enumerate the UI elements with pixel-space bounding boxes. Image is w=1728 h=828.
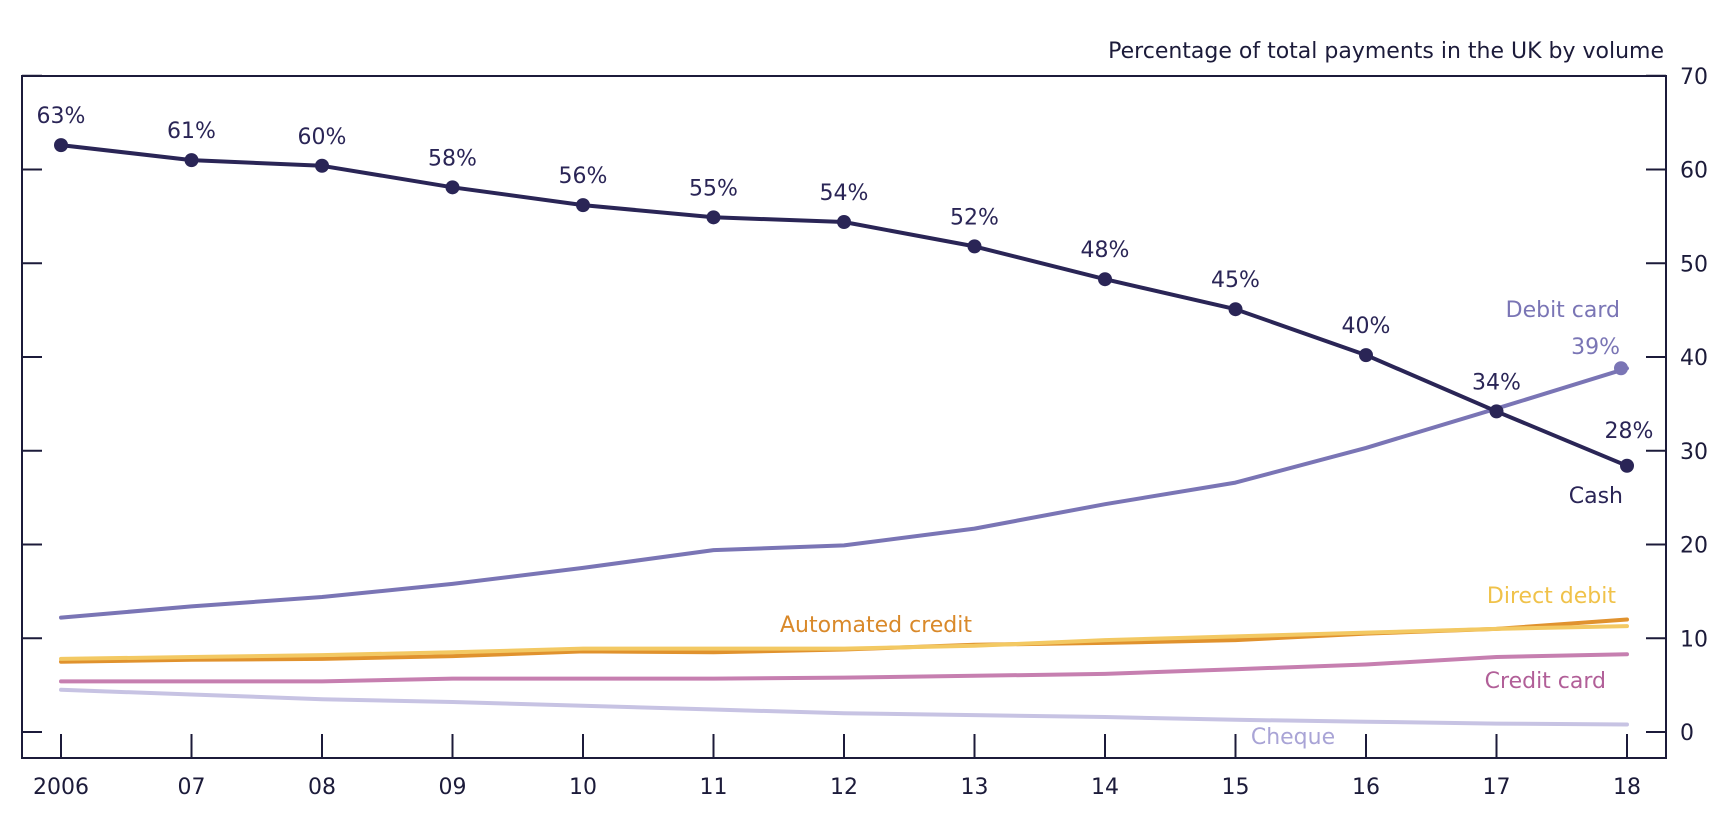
series-label-credit-card: Credit card xyxy=(1485,669,1606,694)
series-label-cheque: Cheque xyxy=(1251,725,1335,750)
marker-cash-17 xyxy=(1489,404,1504,419)
marker-cash-12 xyxy=(837,215,851,229)
data-label-cash-18: 28% xyxy=(1605,419,1654,444)
marker-cash-16 xyxy=(1359,348,1373,363)
x-tick-label-15: 15 xyxy=(1222,775,1250,800)
y-tick-label-30: 30 xyxy=(1680,440,1708,465)
data-label-cash-16: 40% xyxy=(1342,314,1391,339)
data-label-cash-11: 55% xyxy=(689,176,738,201)
x-tick-label-17: 17 xyxy=(1483,775,1511,800)
y-tick-label-50: 50 xyxy=(1680,252,1708,277)
data-label-cash-09: 58% xyxy=(428,146,477,171)
data-label-cash-14: 48% xyxy=(1081,238,1130,263)
y-tick-label-70: 70 xyxy=(1680,65,1708,90)
marker-cash-09 xyxy=(445,180,460,195)
marker-debit-card-end xyxy=(1614,361,1628,376)
x-tick-label-07: 07 xyxy=(178,775,206,800)
marker-cash-13 xyxy=(967,239,982,254)
marker-cash-2006 xyxy=(54,138,68,153)
x-tick-label-14: 14 xyxy=(1091,775,1119,800)
data-label-cash-07: 61% xyxy=(167,119,216,144)
data-label-cash-08: 60% xyxy=(298,125,347,150)
marker-cash-18 xyxy=(1620,458,1634,473)
x-tick-label-10: 10 xyxy=(569,775,597,800)
series-label-cash: Cash xyxy=(1569,484,1623,509)
x-tick-label-2006: 2006 xyxy=(33,775,89,800)
series-labels: Debit card 39% Cash Direct debit Automat… xyxy=(780,298,1623,750)
data-label-cash-2006: 63% xyxy=(37,104,86,129)
data-label-cash-13: 52% xyxy=(950,205,999,230)
series-lines xyxy=(59,143,1629,727)
y-tick-label-40: 40 xyxy=(1680,346,1708,371)
y-tick-label-20: 20 xyxy=(1680,534,1708,559)
series-line-credit-card xyxy=(59,652,1629,684)
series-markers xyxy=(54,138,1634,473)
x-tick-label-16: 16 xyxy=(1352,775,1380,800)
x-tick-label-12: 12 xyxy=(830,775,858,800)
y-axis: 0 10 20 30 40 50 60 70 xyxy=(22,65,1708,746)
marker-cash-11 xyxy=(706,210,721,225)
data-label-cash-12: 54% xyxy=(820,181,869,206)
data-label-cash-17: 34% xyxy=(1472,370,1521,395)
series-label-automated-credit: Automated credit xyxy=(780,613,972,638)
data-label-cash-10: 56% xyxy=(559,164,608,189)
series-label-debit-card: Debit card xyxy=(1506,298,1620,323)
marker-cash-07 xyxy=(184,153,199,168)
marker-cash-08 xyxy=(315,158,329,173)
data-label-cash-15: 45% xyxy=(1211,268,1260,293)
marker-cash-15 xyxy=(1228,302,1243,317)
series-line-direct-debit xyxy=(59,624,1629,661)
series-label-direct-debit: Direct debit xyxy=(1487,584,1616,609)
data-labels: 63% 61% 60% 58% 56% 55% 54% 52% 48% 45% 40% 34% 28% xyxy=(37,104,1654,444)
series-line-cheque xyxy=(59,687,1629,727)
series-label-debit-card-value: 39% xyxy=(1571,335,1620,360)
y-tick-label-60: 60 xyxy=(1680,159,1708,184)
marker-cash-14 xyxy=(1098,272,1112,287)
x-tick-label-09: 09 xyxy=(439,775,467,800)
marker-cash-10 xyxy=(576,198,590,213)
y-tick-label-10: 10 xyxy=(1680,627,1708,652)
unit-label: Percentage of total payments in the UK b… xyxy=(1108,39,1664,64)
x-tick-label-11: 11 xyxy=(700,775,728,800)
x-tick-label-18: 18 xyxy=(1613,775,1641,800)
series-line-debit-card xyxy=(59,366,1629,620)
x-axis: 2006 07 08 09 10 11 12 13 14 15 16 17 18 xyxy=(33,734,1641,800)
x-tick-label-08: 08 xyxy=(308,775,336,800)
y-tick-label-0: 0 xyxy=(1680,721,1694,746)
x-tick-label-13: 13 xyxy=(961,775,989,800)
